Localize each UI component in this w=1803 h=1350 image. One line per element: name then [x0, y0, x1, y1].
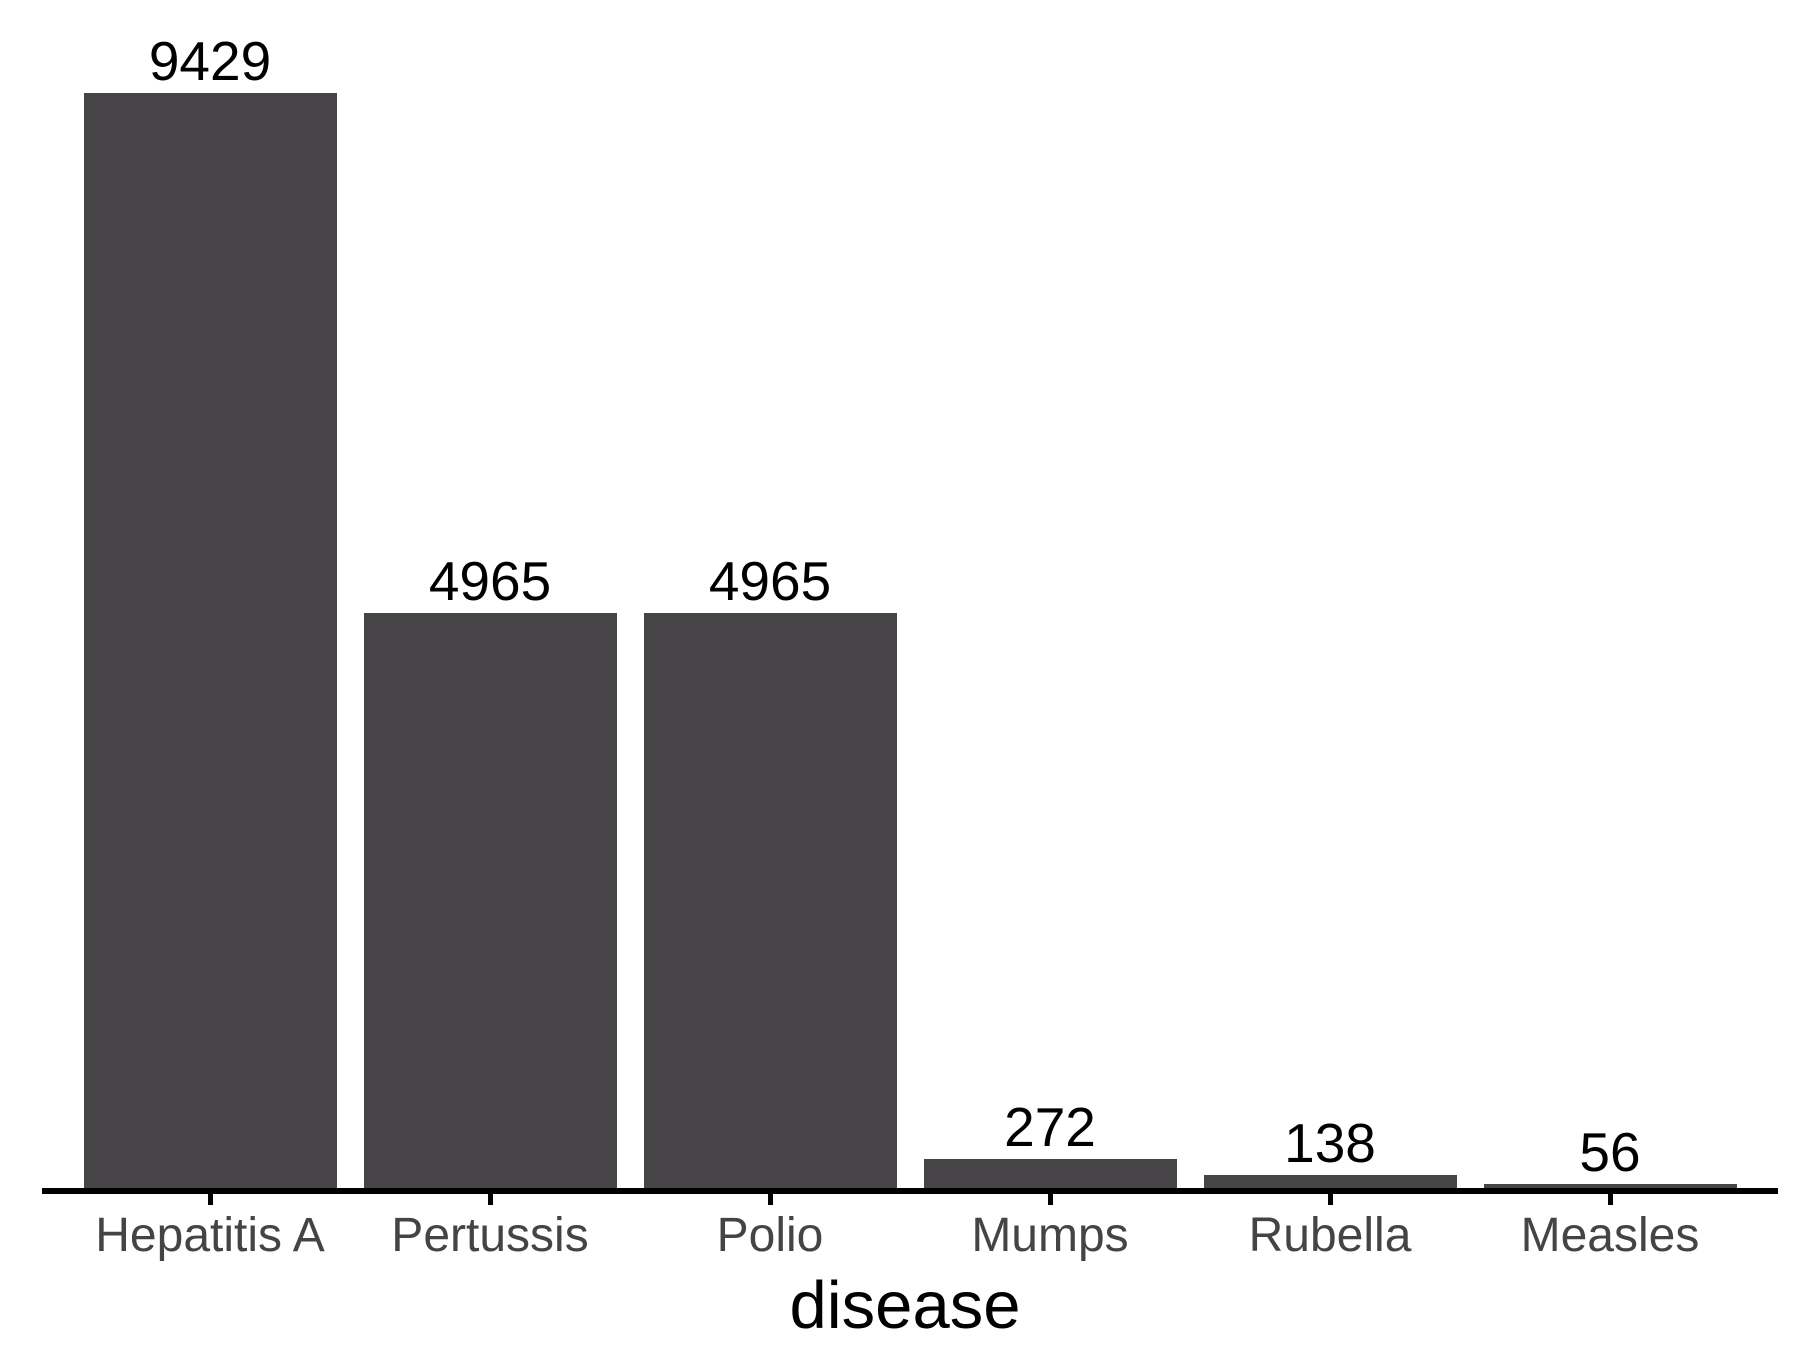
bar-mumps [923, 1159, 1177, 1191]
bar-polio [643, 613, 897, 1191]
x-tick-pertussis [488, 1194, 493, 1205]
x-axis-title: disease [789, 1268, 1021, 1343]
x-tick-label-hepatitis-a: Hepatitis A [95, 1209, 325, 1262]
bar-value-label-polio: 4965 [708, 550, 832, 612]
x-tick-label-rubella: Rubella [1248, 1209, 1412, 1262]
bar-pertussis [363, 613, 617, 1191]
x-tick-rubella [1328, 1194, 1333, 1205]
x-tick-label-pertussis: Pertussis [391, 1209, 589, 1262]
bar-value-label-mumps: 272 [1004, 1096, 1096, 1158]
bar-measles [1483, 1184, 1737, 1191]
bar-value-label-pertussis: 4965 [428, 550, 552, 612]
bar-value-label-rubella: 138 [1284, 1112, 1376, 1174]
bar-hepatitis-a [83, 93, 337, 1191]
x-tick-mumps [1048, 1194, 1053, 1205]
x-axis-line [42, 1188, 1778, 1194]
x-tick-polio [768, 1194, 773, 1205]
bar-value-label-measles: 56 [1579, 1121, 1641, 1183]
x-tick-hepatitis-a [208, 1194, 213, 1205]
x-tick-measles [1608, 1194, 1613, 1205]
bar-rubella [1203, 1175, 1457, 1191]
x-tick-label-mumps: Mumps [971, 1209, 1129, 1262]
bar-value-label-hepatitis-a: 9429 [148, 30, 272, 92]
x-tick-label-polio: Polio [716, 1209, 824, 1262]
x-tick-label-measles: Measles [1520, 1209, 1700, 1262]
